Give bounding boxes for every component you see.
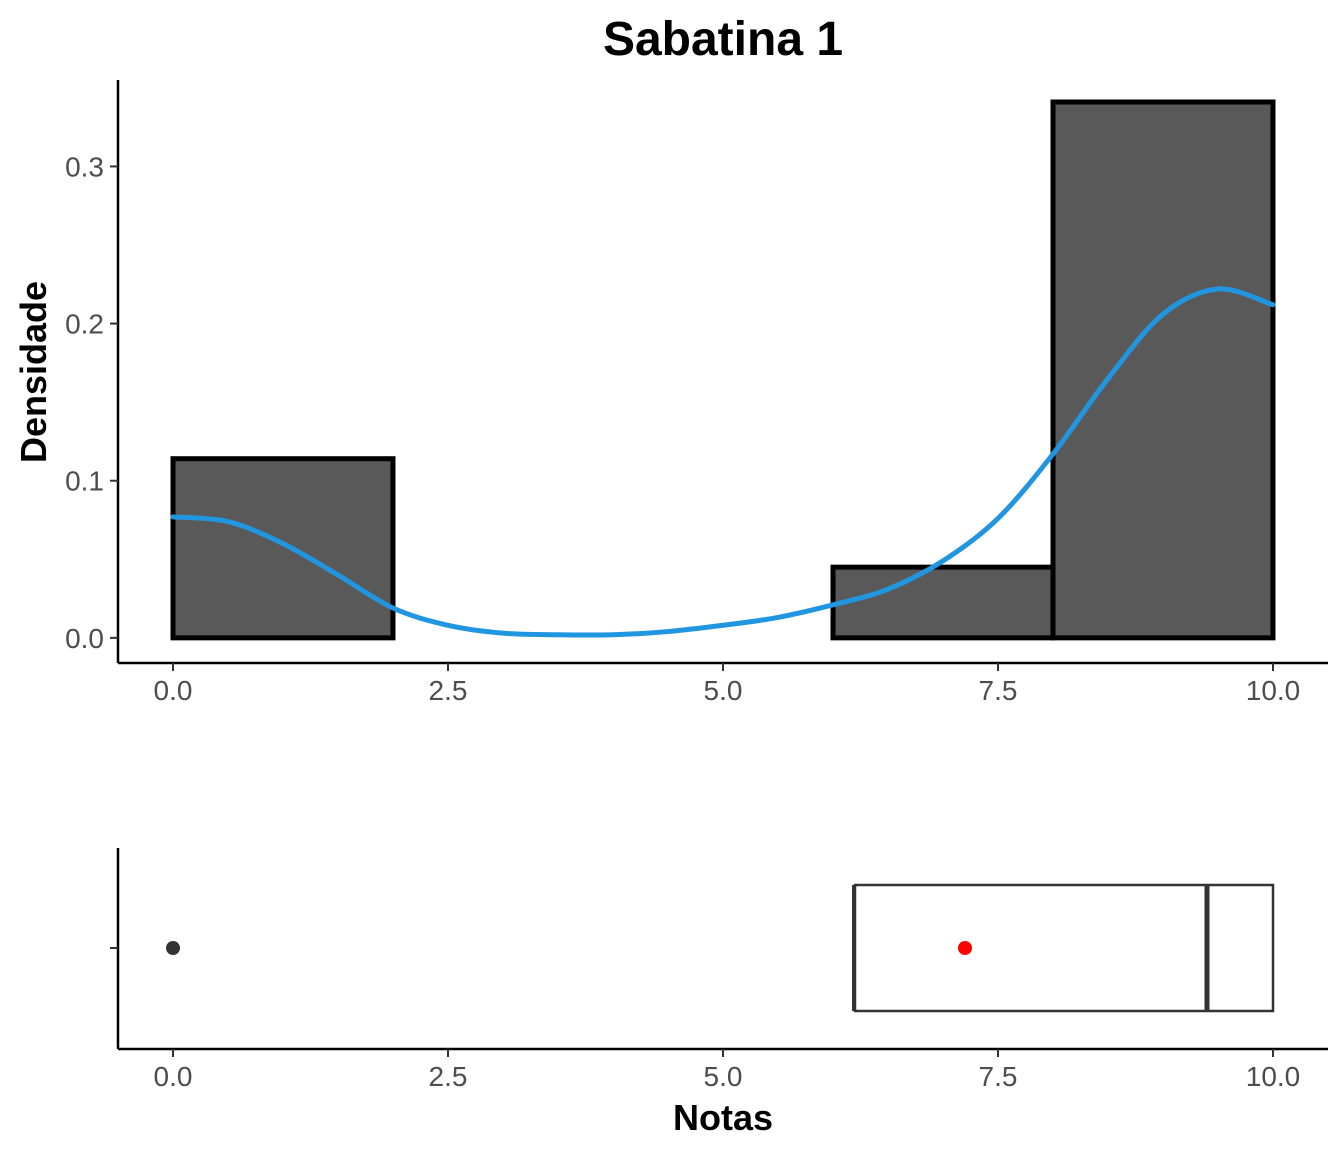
boxplot-y-axis — [110, 848, 120, 1049]
x-tick-label: 2.5 — [429, 1061, 468, 1092]
histogram-x-axis: 0.0 2.5 5.0 7.5 10.0 — [118, 661, 1328, 706]
y-tick-label: 0.3 — [65, 151, 104, 182]
x-tick-label: 7.5 — [979, 675, 1018, 706]
boxplot-x-axis: 0.0 2.5 5.0 7.5 10.0 — [118, 1047, 1328, 1092]
x-tick-label: 7.5 — [979, 1061, 1018, 1092]
x-tick-label: 5.0 — [704, 1061, 743, 1092]
histogram-bar-0 — [170, 456, 396, 641]
x-axis-title: Notas — [673, 1097, 773, 1138]
histogram-bar-4 — [1050, 99, 1276, 641]
histogram-bars — [170, 99, 1276, 641]
x-tick-label: 0.0 — [154, 1061, 193, 1092]
y-tick-label: 0.2 — [65, 309, 104, 340]
x-tick-label: 10.0 — [1246, 1061, 1301, 1092]
histogram-bar-3 — [830, 564, 1056, 641]
mean-point — [958, 941, 972, 955]
y-axis-title: Densidade — [13, 281, 54, 463]
density-curve — [170, 286, 1276, 638]
boxplot-panel: 0.0 2.5 5.0 7.5 10.0 Notas — [110, 848, 1328, 1138]
x-tick-label: 0.0 — [154, 675, 193, 706]
histogram-panel: 0.0 0.1 0.2 0.3 0.0 2.5 5.0 7.5 10.0 Densidade — [13, 80, 1328, 706]
histogram-y-axis: 0.0 0.1 0.2 0.3 — [65, 80, 120, 663]
outlier-point — [166, 941, 180, 955]
box-iqr — [853, 883, 1275, 1013]
x-tick-label: 2.5 — [429, 675, 468, 706]
x-tick-label: 5.0 — [704, 675, 743, 706]
y-tick-label: 0.1 — [65, 466, 104, 497]
boxplot-marks — [166, 883, 1275, 1013]
x-tick-label: 10.0 — [1246, 675, 1301, 706]
chart-title: Sabatina 1 — [603, 13, 843, 66]
y-tick-label: 0.0 — [65, 623, 104, 654]
